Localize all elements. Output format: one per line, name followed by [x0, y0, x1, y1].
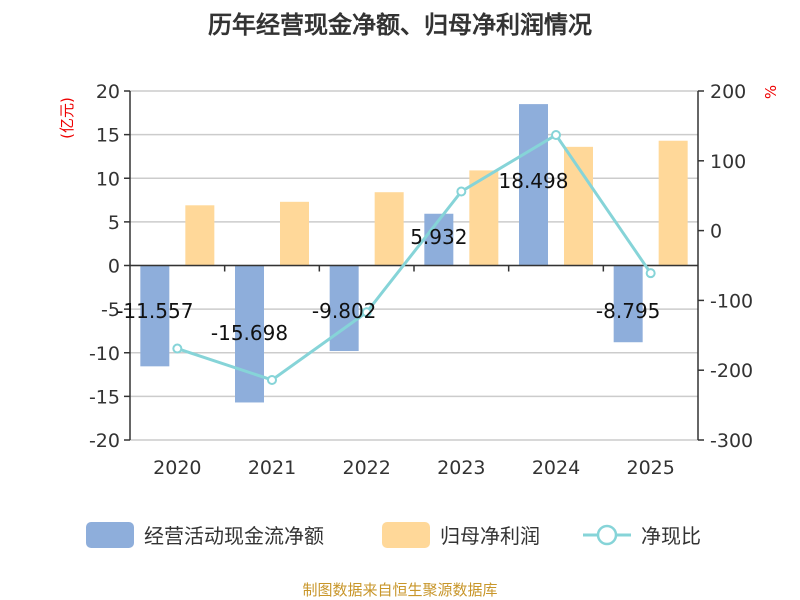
bar-netprofit [469, 170, 499, 266]
legend-label-ratio: 净现比 [641, 524, 701, 548]
left-tick-label: -10 [89, 343, 120, 365]
left-tick-label: -20 [89, 430, 120, 452]
bar-netprofit [185, 205, 215, 266]
data-label: 18.498 [499, 169, 569, 193]
line-point [551, 129, 561, 140]
line-point [645, 268, 656, 279]
right-tick-label: 100 [710, 151, 746, 173]
x-tick-label: 2020 [153, 457, 201, 479]
data-label: -15.698 [211, 321, 288, 345]
legend-label-cashflow: 经营活动现金流净额 [144, 524, 324, 548]
line-point [361, 307, 372, 318]
line-point [172, 343, 183, 354]
bar-cashflow [140, 265, 170, 367]
x-tick-label: 2025 [626, 457, 674, 479]
chart-title: 历年经营现金净额、归母净利润情况 [208, 11, 592, 39]
right-tick-label: 200 [710, 81, 746, 103]
bar-netprofit [280, 201, 309, 266]
right-axis-label: % [762, 85, 780, 99]
bar-cashflow [235, 265, 264, 403]
bar-cashflow [613, 265, 643, 343]
bar-netprofit [374, 192, 404, 266]
legend-marker-ratio [596, 524, 618, 546]
left-tick-label: -5 [101, 299, 120, 321]
left-tick-label: 15 [96, 125, 120, 147]
data-label: -11.557 [116, 299, 193, 323]
left-tick-label: 20 [96, 81, 120, 103]
line-point [456, 186, 467, 197]
left-tick-label: 5 [108, 212, 120, 234]
left-tick-label: -15 [89, 386, 120, 408]
left-tick-label: 0 [108, 256, 120, 278]
legend-label-netprofit: 归母净利润 [440, 524, 540, 548]
data-label: -9.802 [312, 299, 376, 323]
x-tick-label: 2024 [532, 457, 580, 479]
right-tick-label: -200 [710, 360, 753, 382]
right-tick-label: 0 [710, 221, 722, 243]
left-tick-label: 10 [96, 168, 120, 190]
line-ratio [176, 132, 652, 382]
right-tick-label: -300 [710, 430, 753, 452]
legend-swatch-cashflow [86, 522, 134, 548]
line-point [267, 374, 277, 385]
x-tick-label: 2023 [437, 457, 485, 479]
source-note: 制图数据来自恒生聚源数据库 [302, 581, 497, 599]
x-tick-label: 2022 [342, 457, 390, 479]
right-tick-label: -100 [710, 290, 753, 312]
x-tick-label: 2021 [248, 457, 296, 479]
left-axis-label: (亿元) [58, 97, 76, 139]
bar-netprofit [564, 146, 593, 266]
bar-netprofit [658, 140, 688, 266]
legend-swatch-netprofit [382, 522, 430, 548]
data-label: 5.932 [410, 225, 467, 249]
data-label: -8.795 [596, 299, 660, 323]
bar-cashflow [519, 104, 548, 266]
